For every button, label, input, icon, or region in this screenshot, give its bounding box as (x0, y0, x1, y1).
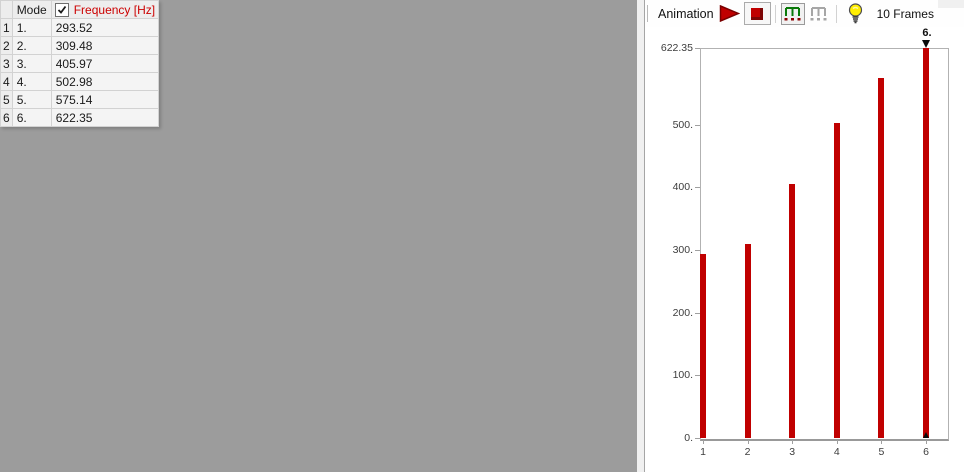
table-row[interactable]: 6 6. 622.35 (0, 108, 160, 127)
x-axis-tick-label: 5 (878, 446, 885, 458)
table-corner-cell (0, 0, 13, 19)
frequency-cell: 309.48 (50, 36, 160, 55)
frequency-checkbox[interactable] (54, 2, 69, 17)
panel-corner-strip (938, 0, 964, 8)
y-axis-tick (695, 124, 700, 126)
graph-panel: Animation (645, 0, 964, 472)
x-axis-tick (792, 440, 794, 444)
plot-area (700, 48, 949, 441)
animation-toolbar: Animation (645, 0, 964, 28)
toolbar-separator (835, 4, 837, 23)
selected-mode-label: 6. (922, 27, 932, 39)
y-axis-tick-label: 622.35 (660, 42, 693, 54)
y-axis-tick (695, 375, 700, 377)
frequency-bar[interactable] (744, 244, 751, 438)
animation-label: Animation (658, 6, 714, 21)
play-button[interactable] (719, 4, 741, 24)
panel-splitter[interactable] (637, 0, 645, 472)
comb-bars-gray-icon (810, 7, 827, 21)
frequency-cell: 293.52 (50, 18, 160, 37)
toolbar-grip[interactable] (647, 5, 650, 22)
frequency-cell: 405.97 (50, 54, 160, 73)
mode-cell: 6. (11, 108, 52, 127)
table-row[interactable]: 5 5. 575.14 (0, 90, 160, 109)
export-frames-button[interactable] (780, 2, 805, 25)
frequency-bar[interactable] (878, 77, 885, 438)
checkbox-check-icon (57, 5, 66, 14)
frames-dropdown-value[interactable]: 10 Frames (876, 6, 934, 21)
mode-cell: 5. (11, 90, 52, 109)
table-row[interactable]: 1 1. 293.52 (0, 18, 160, 37)
row-number: 4 (0, 72, 13, 91)
row-number: 2 (0, 36, 13, 55)
mode-cell: 4. (11, 72, 52, 91)
frequency-bar[interactable] (833, 122, 840, 438)
stop-button[interactable] (743, 2, 771, 25)
x-axis-tick (747, 440, 749, 444)
x-axis-tick (926, 440, 927, 444)
y-axis-tick-label: 200. (672, 306, 693, 319)
selected-mode-marker-icon (922, 40, 930, 48)
x-axis-tick (881, 440, 883, 444)
frequency-cell: 575.14 (50, 90, 160, 109)
frequency-cell: 622.35 (50, 108, 160, 127)
y-axis-tick-label: 500. (672, 118, 693, 131)
x-axis-tick-label: 4 (833, 446, 840, 458)
stop-icon (751, 7, 764, 20)
y-axis-tick (695, 250, 700, 251)
row-number: 3 (0, 54, 13, 73)
table-row[interactable]: 2 2. 309.48 (0, 36, 160, 55)
mode-cell: 1. (11, 18, 52, 37)
frequency-bar[interactable] (923, 48, 929, 438)
x-axis-tick (836, 440, 838, 444)
frequency-table: Mode Frequency [Hz] 1 1. 293.52 2 2. 309… (0, 0, 160, 127)
x-axis-tick-label: 1 (700, 446, 706, 458)
y-axis-tick-label: 0. (684, 432, 693, 444)
frequency-bar-chart: 0. 100. 200. 300. 400. 500. 622.35 1 2 3 4 5 6 6. (645, 27, 964, 472)
toolbar-separator (774, 4, 776, 23)
y-axis-tick (695, 48, 700, 49)
row-number: 1 (0, 18, 13, 37)
mode-column-header: Mode (11, 0, 52, 19)
y-axis-tick-label: 400. (672, 181, 693, 194)
frequency-bar[interactable] (700, 254, 706, 438)
row-number: 6 (0, 108, 13, 127)
tip-button[interactable] (847, 3, 865, 25)
row-number: 5 (0, 90, 13, 109)
frequency-column-header: Frequency [Hz] (50, 0, 160, 19)
mode-cell: 3. (11, 54, 52, 73)
export-frames-disabled-button[interactable] (807, 3, 831, 25)
lightbulb-icon (848, 3, 863, 24)
table-header-row: Mode Frequency [Hz] (0, 0, 160, 19)
x-axis-tick-label: 6 (923, 446, 929, 458)
mode-cell: 2. (11, 36, 52, 55)
y-axis-tick-label: 300. (672, 244, 693, 256)
x-axis-tick-label: 3 (789, 446, 796, 458)
y-axis-tick-label: 100. (672, 369, 693, 382)
frequency-bar[interactable] (789, 183, 796, 438)
y-axis-tick (695, 187, 700, 189)
frequency-cell: 502.98 (50, 72, 160, 91)
y-axis-tick (695, 312, 700, 314)
x-axis-tick-label: 2 (744, 446, 751, 458)
y-axis-tick (695, 438, 700, 439)
selected-mode-base-marker-icon (922, 432, 929, 438)
comb-bars-green-icon (784, 7, 801, 21)
x-axis-tick (703, 440, 704, 444)
table-row[interactable]: 4 4. 502.98 (0, 72, 160, 91)
play-icon (719, 5, 741, 22)
frequency-header-label: Frequency [Hz] (73, 2, 156, 17)
table-row[interactable]: 3 3. 405.97 (0, 54, 160, 73)
